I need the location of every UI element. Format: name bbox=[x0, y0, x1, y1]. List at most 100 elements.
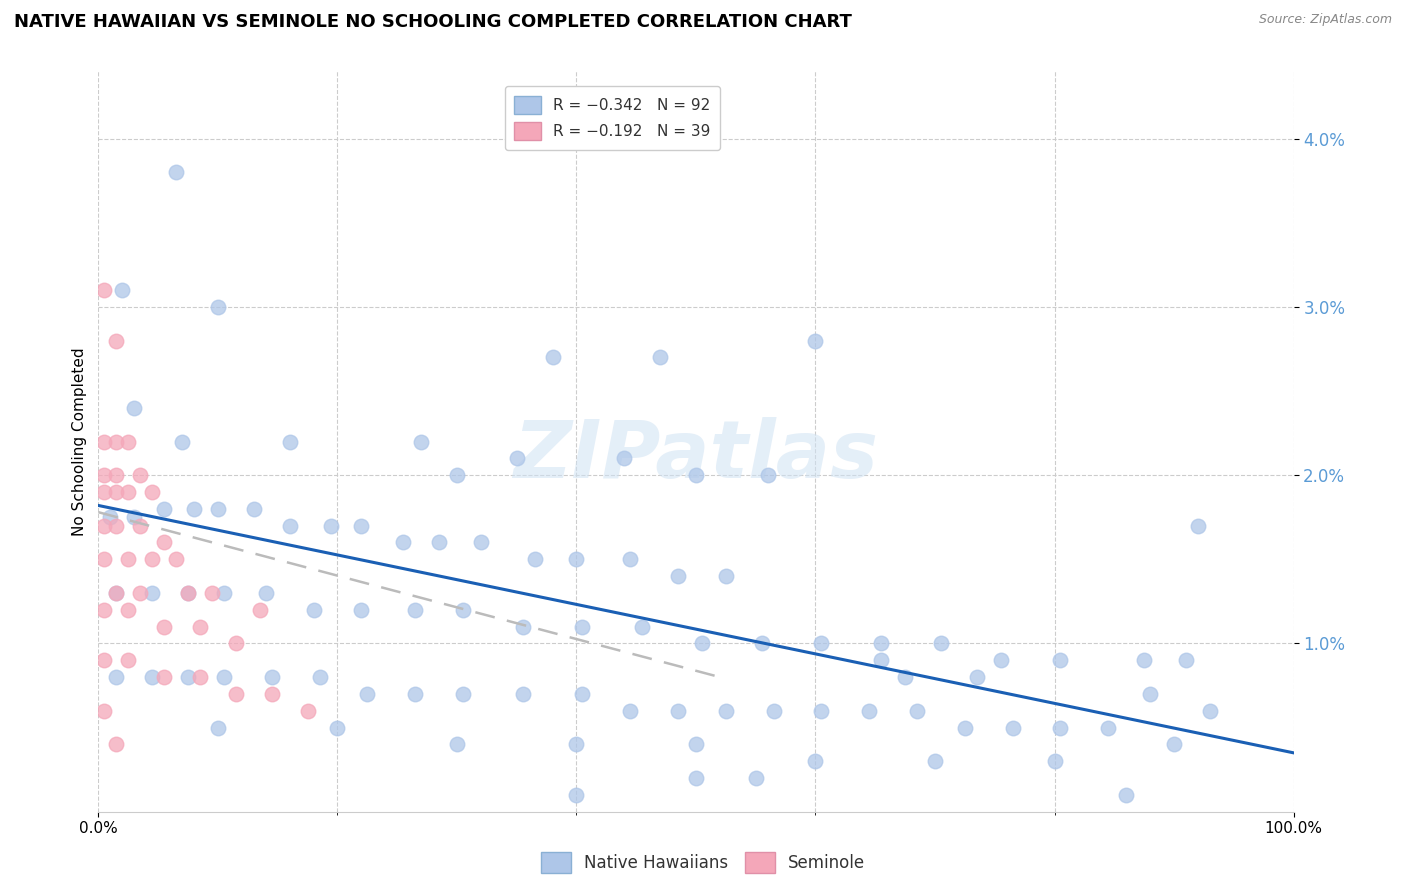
Point bbox=[93, 434, 115, 449]
Point bbox=[506, 451, 529, 466]
Point bbox=[93, 552, 115, 566]
Point bbox=[1139, 687, 1161, 701]
Point bbox=[350, 518, 373, 533]
Point bbox=[177, 670, 200, 684]
Point bbox=[153, 535, 176, 549]
Point bbox=[541, 351, 564, 365]
Point bbox=[105, 586, 128, 600]
Point bbox=[141, 485, 163, 500]
Point bbox=[93, 603, 115, 617]
Point bbox=[870, 636, 893, 650]
Point bbox=[254, 586, 277, 600]
Point bbox=[278, 518, 301, 533]
Text: Source: ZipAtlas.com: Source: ZipAtlas.com bbox=[1258, 13, 1392, 27]
Point bbox=[1163, 738, 1185, 752]
Point bbox=[1049, 653, 1071, 667]
Point bbox=[201, 586, 224, 600]
Point bbox=[321, 518, 343, 533]
Point bbox=[1199, 704, 1222, 718]
Point bbox=[105, 485, 128, 500]
Point bbox=[648, 351, 672, 365]
Point bbox=[105, 518, 128, 533]
Y-axis label: No Schooling Completed: No Schooling Completed bbox=[72, 347, 87, 536]
Point bbox=[411, 434, 433, 449]
Point bbox=[1115, 788, 1137, 802]
Point bbox=[93, 468, 115, 483]
Point bbox=[225, 687, 247, 701]
Point bbox=[1043, 754, 1066, 768]
Point bbox=[685, 771, 707, 785]
Point bbox=[804, 334, 827, 348]
Point bbox=[751, 636, 773, 650]
Point bbox=[966, 670, 988, 684]
Point bbox=[666, 704, 689, 718]
Point bbox=[153, 670, 176, 684]
Point bbox=[666, 569, 689, 583]
Point bbox=[93, 485, 115, 500]
Point bbox=[571, 619, 593, 633]
Point bbox=[1097, 721, 1119, 735]
Point bbox=[451, 687, 474, 701]
Point bbox=[810, 704, 832, 718]
Point bbox=[565, 552, 588, 566]
Point bbox=[260, 670, 283, 684]
Point bbox=[177, 586, 200, 600]
Point bbox=[212, 670, 235, 684]
Point bbox=[745, 771, 768, 785]
Point bbox=[111, 283, 134, 297]
Text: ZIPatlas: ZIPatlas bbox=[513, 417, 879, 495]
Point bbox=[153, 501, 176, 516]
Point bbox=[129, 518, 152, 533]
Point bbox=[446, 738, 468, 752]
Point bbox=[105, 586, 128, 600]
Point bbox=[356, 687, 378, 701]
Point bbox=[1175, 653, 1198, 667]
Point bbox=[565, 788, 588, 802]
Point bbox=[105, 738, 128, 752]
Point bbox=[297, 704, 319, 718]
Point bbox=[350, 603, 373, 617]
Point bbox=[1049, 721, 1071, 735]
Point bbox=[105, 670, 128, 684]
Point bbox=[308, 670, 330, 684]
Point bbox=[141, 586, 163, 600]
Point bbox=[392, 535, 415, 549]
Point bbox=[129, 468, 152, 483]
Point bbox=[212, 586, 235, 600]
Point bbox=[404, 687, 426, 701]
Point bbox=[762, 704, 785, 718]
Point bbox=[756, 468, 779, 483]
Point bbox=[117, 552, 139, 566]
Point bbox=[1133, 653, 1156, 667]
Point bbox=[129, 586, 152, 600]
Point bbox=[858, 704, 880, 718]
Legend: R = −0.342   N = 92, R = −0.192   N = 39: R = −0.342 N = 92, R = −0.192 N = 39 bbox=[505, 87, 720, 150]
Point bbox=[924, 754, 946, 768]
Point bbox=[804, 754, 827, 768]
Point bbox=[260, 687, 283, 701]
Point bbox=[93, 704, 115, 718]
Point bbox=[631, 619, 654, 633]
Point bbox=[105, 334, 128, 348]
Point bbox=[714, 704, 737, 718]
Point bbox=[427, 535, 450, 549]
Point bbox=[207, 721, 229, 735]
Point bbox=[278, 434, 301, 449]
Point bbox=[105, 434, 128, 449]
Legend: Native Hawaiians, Seminole: Native Hawaiians, Seminole bbox=[534, 846, 872, 880]
Point bbox=[249, 603, 271, 617]
Point bbox=[124, 510, 146, 524]
Point bbox=[619, 704, 641, 718]
Point bbox=[207, 501, 229, 516]
Point bbox=[93, 283, 115, 297]
Point bbox=[105, 468, 128, 483]
Point bbox=[953, 721, 976, 735]
Point bbox=[685, 468, 707, 483]
Point bbox=[690, 636, 713, 650]
Point bbox=[870, 653, 893, 667]
Point bbox=[929, 636, 952, 650]
Point bbox=[93, 518, 115, 533]
Point bbox=[512, 619, 534, 633]
Point bbox=[93, 653, 115, 667]
Text: NATIVE HAWAIIAN VS SEMINOLE NO SCHOOLING COMPLETED CORRELATION CHART: NATIVE HAWAIIAN VS SEMINOLE NO SCHOOLING… bbox=[14, 13, 852, 31]
